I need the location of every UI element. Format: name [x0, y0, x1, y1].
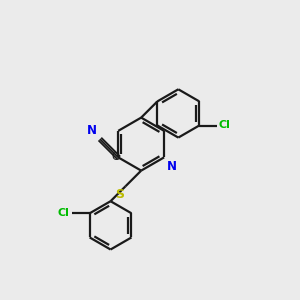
Text: N: N: [167, 160, 176, 173]
Text: C: C: [112, 152, 119, 162]
Text: S: S: [115, 188, 124, 201]
Text: Cl: Cl: [218, 120, 230, 130]
Text: Cl: Cl: [58, 208, 70, 218]
Text: N: N: [87, 124, 97, 137]
